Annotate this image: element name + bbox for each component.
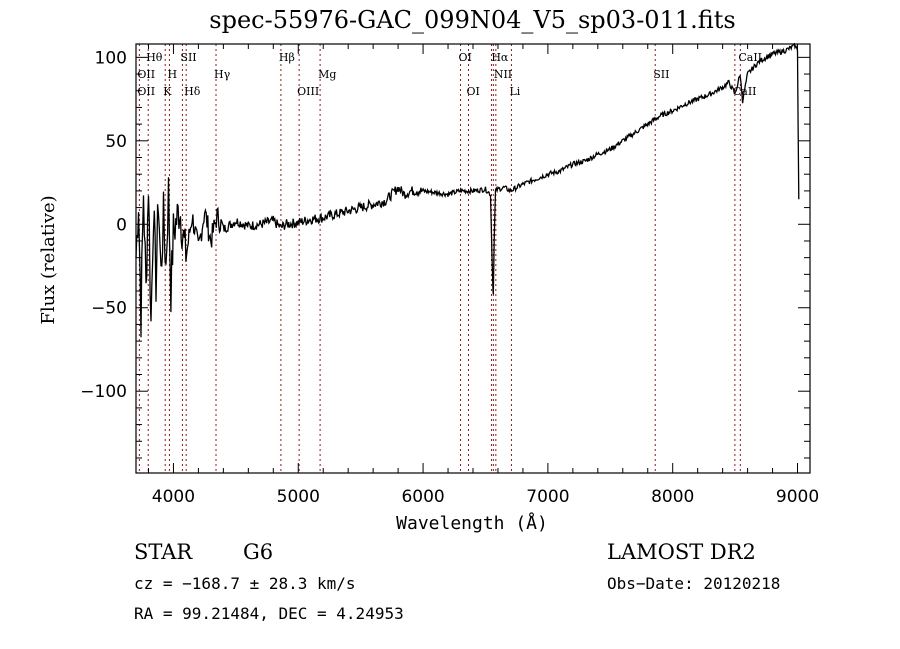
line-marker-label: Mg — [318, 68, 336, 81]
spectrum-line — [135, 42, 800, 338]
x-tick-label: 8000 — [651, 487, 694, 507]
line-marker-label: OIII — [297, 85, 319, 98]
line-marker-label: NII — [494, 68, 512, 81]
survey-name: LAMOST DR2 — [607, 540, 756, 564]
line-marker-label: CaII — [733, 85, 757, 98]
line-marker-label: OI — [467, 85, 480, 98]
y-tick-label: −50 — [91, 299, 127, 319]
x-tick-label: 5000 — [277, 487, 320, 507]
x-tick-label: 9000 — [776, 487, 819, 507]
line-marker-label: Hδ — [184, 85, 201, 98]
x-axis-label: Wavelength (Å) — [396, 512, 548, 534]
x-axis: 4000 5000 6000 7000 8000 9000 — [147, 44, 819, 507]
line-marker-label: SII — [180, 51, 196, 64]
line-marker-label: CaII — [738, 51, 762, 64]
line-marker-label: OII — [137, 85, 155, 98]
object-class: STAR — [134, 540, 193, 564]
line-marker-label: H — [167, 68, 177, 81]
y-tick-label: 100 — [95, 48, 127, 68]
line-marker-labels: Hθ OII OII HK SII Hδ Hγ Hβ OIII Mg OI OI Hα NII Li SII C… — [137, 51, 762, 98]
line-marker-label: SII — [653, 68, 669, 81]
chart-title: spec-55976-GAC_099N04_V5_sp03-011.fits — [209, 6, 736, 34]
line-marker-label: Hβ — [279, 51, 295, 64]
coordinates: RA = 99.21484, DEC = 4.24953 — [134, 604, 404, 623]
x-tick-label: 6000 — [401, 487, 444, 507]
line-marker-label: Li — [509, 85, 520, 98]
line-marker-label: OI — [459, 51, 472, 64]
y-tick-label: 50 — [105, 132, 127, 152]
line-marker-label: Hγ — [214, 68, 231, 81]
y-axis-label: Flux (relative) — [38, 195, 59, 324]
object-subclass: G6 — [243, 540, 274, 564]
line-markers — [138, 44, 741, 473]
plot-frame — [135, 43, 811, 474]
line-marker-label: K — [163, 85, 172, 98]
line-marker-label: Hθ — [146, 51, 163, 64]
line-marker-label: OII — [137, 68, 155, 81]
y-tick-label: −100 — [80, 382, 127, 402]
line-marker-label: Hα — [491, 51, 509, 64]
y-tick-label: 0 — [116, 215, 127, 235]
x-tick-label: 7000 — [526, 487, 569, 507]
observation-date: Obs−Date: 20120218 — [607, 574, 781, 593]
x-tick-label: 4000 — [152, 487, 195, 507]
y-axis: 100 50 0 −50 −100 — [80, 48, 810, 459]
redshift-velocity: cz = −168.7 ± 28.3 km/s — [134, 574, 356, 593]
